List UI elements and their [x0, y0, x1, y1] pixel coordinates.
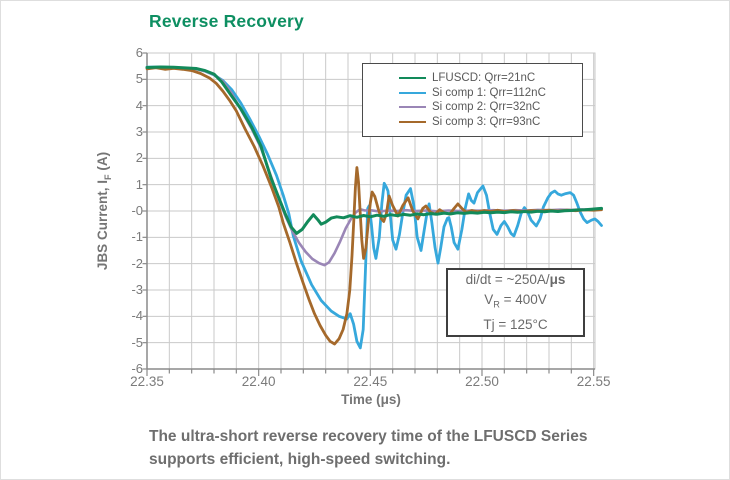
x-tick-label: 22.40: [241, 374, 276, 389]
caption-line-2: supports efficient, high-speed switching…: [149, 451, 451, 468]
x-axis-title: Time (μs): [341, 392, 401, 407]
legend-line-swatch: [399, 77, 426, 80]
y-tick-label: 3: [135, 124, 143, 139]
x-tick-label: 22.55: [576, 374, 611, 389]
y-axis-title: JBS Current, IF (A): [95, 151, 113, 271]
legend-line-swatch: [399, 106, 426, 109]
curve-lfuscd: [145, 65, 603, 235]
legend-row: Si comp 2: Qrr=32nC: [399, 101, 582, 113]
legend-row: LFUSCD: Qrr=21nC: [399, 72, 582, 84]
chart-legend: LFUSCD: Qrr=21nC Si comp 1: Qrr=112nC Si c…: [362, 63, 583, 137]
y-tick-label: -0: [131, 203, 143, 218]
x-tick-label: 22.50: [465, 374, 499, 389]
x-tick-label: 22.45: [353, 374, 388, 389]
y-tick-label: 6: [135, 45, 143, 60]
curve-si-comp-3: [145, 66, 603, 346]
y-tick-label: -6: [131, 361, 143, 376]
y-tick-label: -5: [131, 334, 143, 350]
y-tick-label: 4: [135, 97, 143, 113]
legend-row: Si comp 1: Qrr=112nC: [399, 87, 582, 99]
legend-label: LFUSCD: Qrr=21nC: [432, 72, 536, 85]
annotation-line-didt: di/dt = ~250A/μs: [465, 272, 566, 288]
caption-line-1: The ultra-short reverse recovery time of…: [149, 428, 588, 445]
legend-line-swatch: [399, 120, 426, 123]
figure-caption: The ultra-short reverse recovery time of…: [149, 425, 619, 471]
legend-label: Si comp 3: Qrr=93nC: [432, 115, 541, 128]
legend-label: Si comp 2: Qrr=32nC: [432, 101, 541, 114]
legend-line-swatch: [399, 91, 426, 94]
conditions-annotation-box: di/dt = ~250A/μs VR = 400V Tj = 125°C: [446, 268, 585, 337]
y-tick-label: -1: [131, 229, 143, 245]
annotation-line-tj: Tj = 125°C: [483, 316, 548, 332]
annotation-line-vr: VR = 400V: [484, 292, 547, 310]
y-tick-label: -2: [131, 255, 143, 271]
legend-row: Si comp 3: Qrr=93nC: [399, 116, 582, 128]
legend-label: Si comp 1: Qrr=112nC: [432, 86, 546, 99]
y-tick-label: 2: [135, 150, 143, 166]
y-tick-label: 1: [135, 176, 143, 192]
x-tick-label: 22.35: [130, 374, 164, 389]
y-tick-label: 5: [135, 71, 143, 87]
y-tick-label: -4: [131, 308, 143, 324]
chart-title: Reverse Recovery: [149, 11, 304, 31]
y-tick-label: -3: [131, 282, 143, 297]
